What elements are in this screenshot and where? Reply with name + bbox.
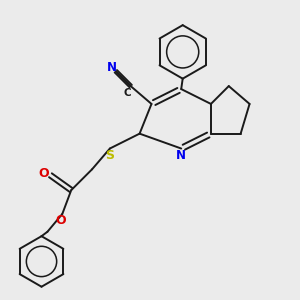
Text: N: N	[176, 148, 186, 162]
Text: C: C	[123, 88, 131, 98]
Text: S: S	[105, 148, 114, 162]
Text: O: O	[56, 214, 66, 227]
Text: N: N	[107, 61, 117, 74]
Text: O: O	[39, 167, 49, 180]
